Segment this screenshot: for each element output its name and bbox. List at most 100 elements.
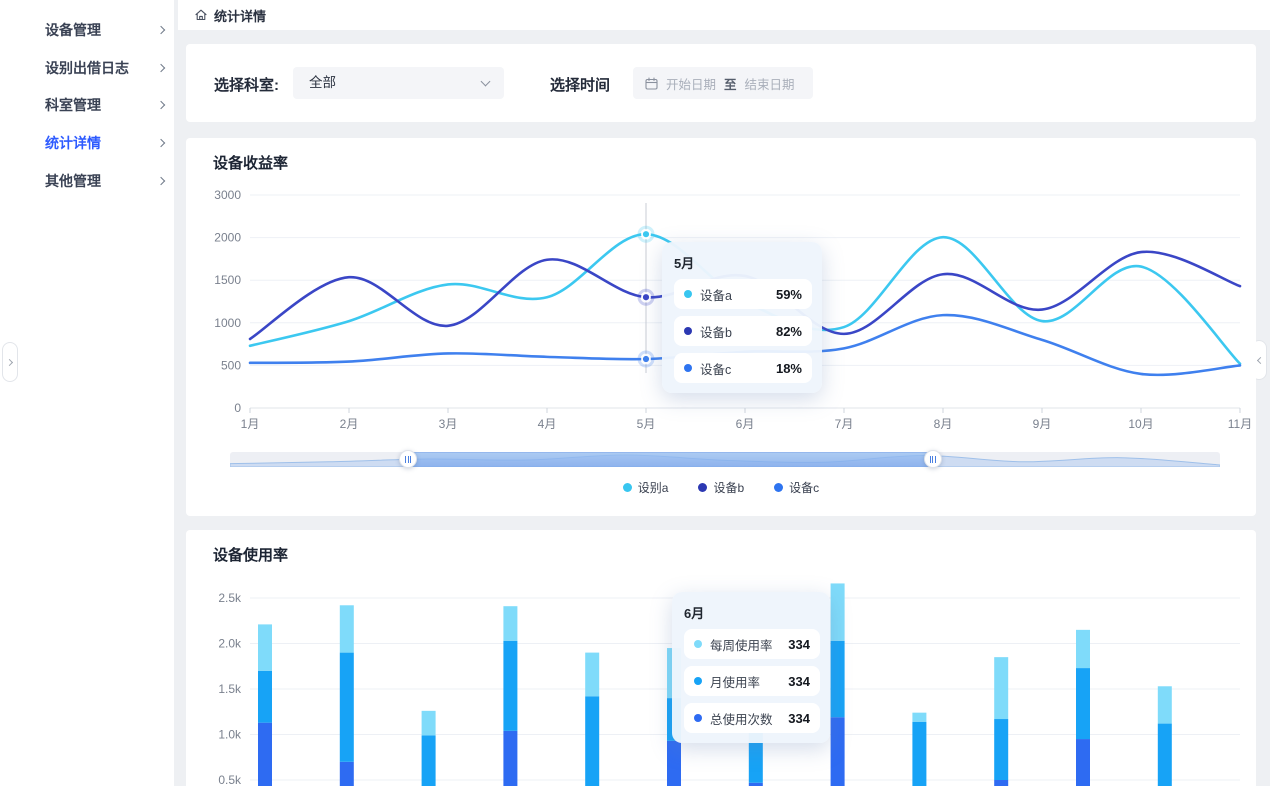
tooltip-row-value: 82% xyxy=(775,323,802,339)
tooltip-row-label: 设备c xyxy=(700,362,732,377)
sidebar-expand-handle[interactable] xyxy=(2,342,18,382)
series-dot xyxy=(694,677,702,685)
legend-item-c[interactable]: 设备c xyxy=(774,479,819,496)
chevron-right-icon xyxy=(156,25,166,35)
department-select[interactable]: 全部 xyxy=(293,67,504,99)
series-dot xyxy=(694,714,702,722)
chevron-right-icon xyxy=(156,176,166,186)
legend-item-b[interactable]: 设备b xyxy=(698,479,744,496)
svg-text:0: 0 xyxy=(234,401,241,415)
tooltip-row-value: 59% xyxy=(775,286,802,302)
time-filter-label: 选择时间 xyxy=(550,77,611,94)
svg-text:6月: 6月 xyxy=(736,417,755,431)
svg-text:3000: 3000 xyxy=(214,188,241,202)
svg-text:8月: 8月 xyxy=(934,417,953,431)
tooltip-row-label: 每周使用率 xyxy=(710,638,773,653)
sidebar-item-label: 科室管理 xyxy=(45,97,101,113)
svg-text:1.0k: 1.0k xyxy=(218,728,242,742)
sidebar: 设备管理 设别出借日志 科室管理 统计详情 其他管理 xyxy=(0,0,174,786)
date-separator: 至 xyxy=(724,77,737,92)
tooltip-title: 5月 xyxy=(674,256,695,271)
tooltip-row: 设备c 18% xyxy=(674,353,812,383)
date-range-picker[interactable]: 开始日期 至 结束日期 xyxy=(633,67,813,99)
svg-text:9月: 9月 xyxy=(1033,417,1052,431)
sidebar-item-device-management[interactable]: 设备管理 xyxy=(0,15,174,45)
svg-text:1000: 1000 xyxy=(214,316,241,330)
svg-text:1月: 1月 xyxy=(241,417,260,431)
breadcrumb[interactable]: 统计详情 xyxy=(194,0,266,30)
revenue-chart-card: 设备收益率 0 500 1000 1500 2000 3000 1月 2月 3月 4月 5月 6月 7月… xyxy=(186,138,1256,516)
svg-text:0.5k: 0.5k xyxy=(218,773,242,786)
tooltip-row-value: 18% xyxy=(775,360,802,376)
chart-legend: 设别a 设备b 设备c xyxy=(186,479,1256,496)
datazoom-left-handle[interactable] xyxy=(399,450,418,468)
chevron-left-icon xyxy=(1256,356,1264,364)
datazoom-right-handle[interactable] xyxy=(923,450,942,468)
legend-dot xyxy=(774,483,784,492)
legend-label: 设备b xyxy=(713,481,745,495)
tooltip-row: 设备a 59% xyxy=(674,279,812,309)
series-dot xyxy=(694,640,702,648)
tooltip-row: 设备b 82% xyxy=(674,316,812,346)
bar-chart-tooltip: 6月 每周使用率 334 月使用率 334 总使用次数 334 xyxy=(672,592,830,743)
chevron-right-icon xyxy=(156,138,166,148)
svg-text:2.0k: 2.0k xyxy=(218,637,242,651)
line-chart-tooltip: 5月 设备a 59% 设备b 82% 设备c 18% xyxy=(662,242,822,393)
chevron-right-icon xyxy=(156,100,166,110)
revenue-line-chart[interactable]: 0 500 1000 1500 2000 3000 1月 2月 3月 4月 5月 6月 7月 8月 9月 10… xyxy=(186,138,1256,443)
svg-text:5月: 5月 xyxy=(637,417,656,431)
date-start-input[interactable]: 开始日期 xyxy=(666,77,717,92)
usage-chart-card: 设备使用率 0.5k 1.0k 1.5k 2.0k 2.5k 6月 每周使用率 334 … xyxy=(186,530,1256,786)
date-end-input[interactable]: 结束日期 xyxy=(744,77,795,92)
tooltip-row-label: 总使用次数 xyxy=(710,712,773,727)
legend-label: 设别a xyxy=(637,481,669,495)
tooltip-title: 6月 xyxy=(684,606,705,621)
datazoom-track[interactable] xyxy=(230,450,1220,468)
sidebar-item-label: 其他管理 xyxy=(45,173,101,189)
chevron-right-icon xyxy=(5,358,13,366)
tooltip-row: 总使用次数 334 xyxy=(684,703,820,733)
svg-text:2月: 2月 xyxy=(340,417,359,431)
revenue-chart-title: 设备收益率 xyxy=(213,155,289,172)
chevron-right-icon xyxy=(156,63,166,73)
svg-text:1500: 1500 xyxy=(214,273,241,287)
legend-label: 设备c xyxy=(789,481,820,495)
calendar-icon xyxy=(645,76,658,90)
sidebar-item-label: 设别出借日志 xyxy=(45,60,129,76)
legend-dot xyxy=(622,483,632,492)
sidebar-item-statistics-detail[interactable]: 统计详情 xyxy=(0,128,174,158)
department-select-value: 全部 xyxy=(309,75,336,90)
series-dot xyxy=(684,364,692,372)
sidebar-item-lending-log[interactable]: 设别出借日志 xyxy=(0,53,174,83)
tooltip-row-value: 334 xyxy=(788,673,810,689)
tooltip-row-value: 334 xyxy=(788,710,810,726)
sidebar-item-department-management[interactable]: 科室管理 xyxy=(0,90,174,120)
svg-text:2000: 2000 xyxy=(214,231,241,245)
legend-dot xyxy=(698,483,708,492)
svg-text:7月: 7月 xyxy=(835,417,854,431)
legend-item-a[interactable]: 设别a xyxy=(622,479,669,496)
series-dot xyxy=(684,327,692,335)
svg-text:11月: 11月 xyxy=(1228,417,1252,431)
home-icon xyxy=(195,9,207,21)
svg-text:2.5k: 2.5k xyxy=(218,591,242,605)
tooltip-row-label: 设备a xyxy=(700,288,732,303)
tooltip-row-label: 设备b xyxy=(700,325,732,340)
department-filter-label: 选择科室: xyxy=(214,77,279,94)
chevron-down-icon xyxy=(480,76,491,87)
svg-text:500: 500 xyxy=(221,358,241,372)
breadcrumb-label: 统计详情 xyxy=(214,8,267,24)
svg-text:4月: 4月 xyxy=(538,417,557,431)
sidebar-item-other-management[interactable]: 其他管理 xyxy=(0,166,174,196)
svg-text:1.5k: 1.5k xyxy=(218,682,242,696)
breadcrumb-bar: 统计详情 xyxy=(178,0,1270,30)
sidebar-item-label: 统计详情 xyxy=(45,135,101,151)
datazoom-window[interactable] xyxy=(408,452,933,467)
tooltip-row-label: 月使用率 xyxy=(710,675,761,690)
tooltip-row-value: 334 xyxy=(788,636,810,652)
usage-chart-title: 设备使用率 xyxy=(213,547,289,564)
filter-card: 选择科室: 全部 选择时间 开始日期 至 结束日期 xyxy=(186,44,1256,122)
svg-text:10月: 10月 xyxy=(1128,417,1153,431)
tooltip-row: 月使用率 334 xyxy=(684,666,820,696)
